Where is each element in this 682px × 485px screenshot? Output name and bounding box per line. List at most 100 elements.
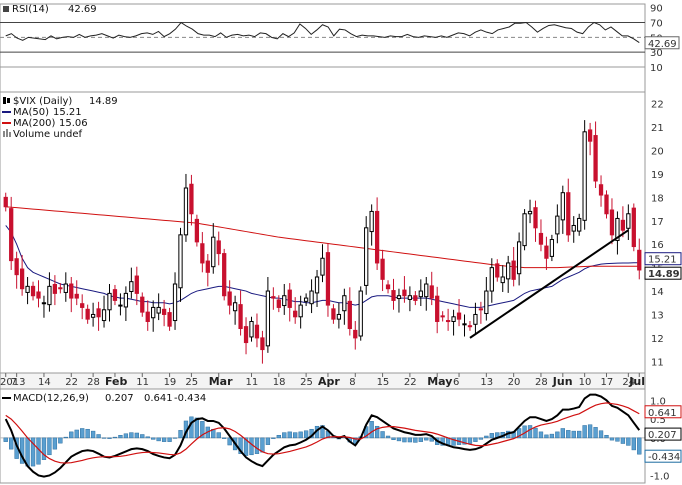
x-tick-label: 22 (404, 377, 417, 388)
rsi-title: RSI(14) (12, 4, 49, 15)
candle-body (336, 313, 342, 320)
candle-body (118, 304, 123, 307)
rsi-y-tick-label: 90 (650, 4, 663, 15)
candle-body (358, 290, 363, 337)
macd-histogram-bar (484, 435, 489, 439)
macd-histogram-bar (90, 430, 96, 439)
rsi-value: 42.69 (68, 4, 97, 15)
x-tick-label: Feb (105, 375, 128, 388)
macd-histogram-bar (560, 428, 565, 439)
macd-histogram-bar (407, 437, 413, 443)
macd-histogram-bar (129, 432, 134, 439)
candle-body (36, 291, 41, 299)
candle-body (396, 295, 402, 300)
candle-body (205, 260, 210, 273)
macd-histogram-bar (396, 437, 402, 442)
x-tick-label: 22 (65, 377, 78, 388)
legend-value: 15.21 (53, 107, 82, 118)
candle-body (495, 263, 500, 278)
x-tick-label: 10 (579, 377, 592, 388)
macd-histogram-bar (582, 425, 587, 439)
candle-body (276, 299, 281, 308)
rsi-legend-icon (3, 6, 9, 12)
candle-body (189, 183, 194, 215)
candle-body (156, 306, 161, 314)
macd-histogram-bar (293, 432, 298, 439)
macd-histogram-bar (516, 428, 522, 439)
candle-body (511, 260, 516, 280)
macd-histogram-bar (287, 431, 292, 439)
trendline (469, 229, 629, 339)
macd-histogram-bar (598, 430, 604, 439)
legend-label: MA(200) (13, 118, 55, 129)
candle-body (549, 239, 555, 257)
x-tick-label: 25 (300, 377, 313, 388)
macd-histogram-bar (41, 437, 47, 460)
macd-histogram-bar (402, 437, 407, 443)
x-tick-label: 15 (377, 377, 390, 388)
rsi-y-tick-label: 70 (650, 19, 663, 30)
candle-body (123, 292, 129, 308)
candle-body (287, 289, 292, 308)
bars-icon (3, 131, 5, 137)
candle-body (69, 283, 74, 299)
macd-histogram-bar (298, 431, 303, 439)
x-axis-strip (0, 372, 646, 390)
macd-value-tag (644, 449, 682, 463)
legend-label: Volume undef (13, 129, 83, 140)
macd-histogram-bar (303, 430, 309, 439)
macd-histogram-bar (527, 425, 533, 439)
macd-histogram-bar (167, 437, 172, 442)
macd-histogram-bar (112, 436, 118, 439)
candle-body (435, 295, 440, 322)
macd-histogram-bar (413, 437, 418, 443)
macd-value-tag-label: 0.207 (648, 430, 677, 441)
macd-histogram-bar (282, 432, 287, 439)
price-y-tick-label: 22 (651, 100, 664, 111)
candle-body (63, 283, 68, 293)
x-tick-label: 7 (11, 377, 17, 388)
candle-body (3, 196, 8, 208)
macd-histogram-bar (587, 424, 593, 439)
candle-body (101, 309, 107, 322)
macd-histogram-bar (63, 436, 68, 439)
price-y-tick-label: 21 (651, 123, 664, 134)
candle-body (298, 304, 303, 318)
macd-histogram-bar (391, 437, 396, 441)
legend-label: MA(50) (13, 107, 49, 118)
candle-body (227, 291, 232, 306)
macd-histogram-bar (200, 421, 205, 439)
candle-body (112, 289, 118, 301)
candle-body (222, 253, 227, 297)
candle-body (243, 326, 249, 344)
candle-body (445, 320, 451, 323)
candle-icon (3, 97, 6, 104)
candle-body (232, 302, 238, 312)
candle-body (544, 245, 549, 259)
macd-histogram-bar (467, 437, 473, 444)
x-tick-label: 24 (622, 377, 635, 388)
candle-body (96, 308, 101, 318)
macd-y-tick-label: -1.0 (650, 471, 670, 482)
candle-body (194, 218, 200, 243)
macd-signal-line (5, 402, 640, 464)
price-value-tag (644, 266, 682, 280)
macd-histogram-bar (243, 437, 249, 456)
macd-histogram-bar (254, 437, 260, 454)
candle-body (369, 210, 374, 233)
x-tick-label: 13 (480, 377, 493, 388)
macd-histogram-bar (172, 437, 178, 439)
candle-body (309, 290, 314, 305)
macd-histogram-bar (101, 437, 107, 439)
x-tick-label: 6 (453, 377, 459, 388)
candle-body (134, 275, 139, 294)
candle-body (74, 293, 79, 299)
candle-body (582, 131, 587, 221)
candle-body (178, 234, 183, 289)
macd-histogram-bar (161, 437, 167, 442)
candle-body (183, 187, 189, 236)
macd-histogram-bar (374, 425, 380, 439)
macd-histogram-bar (216, 432, 221, 439)
macd-histogram-bar (238, 437, 243, 454)
